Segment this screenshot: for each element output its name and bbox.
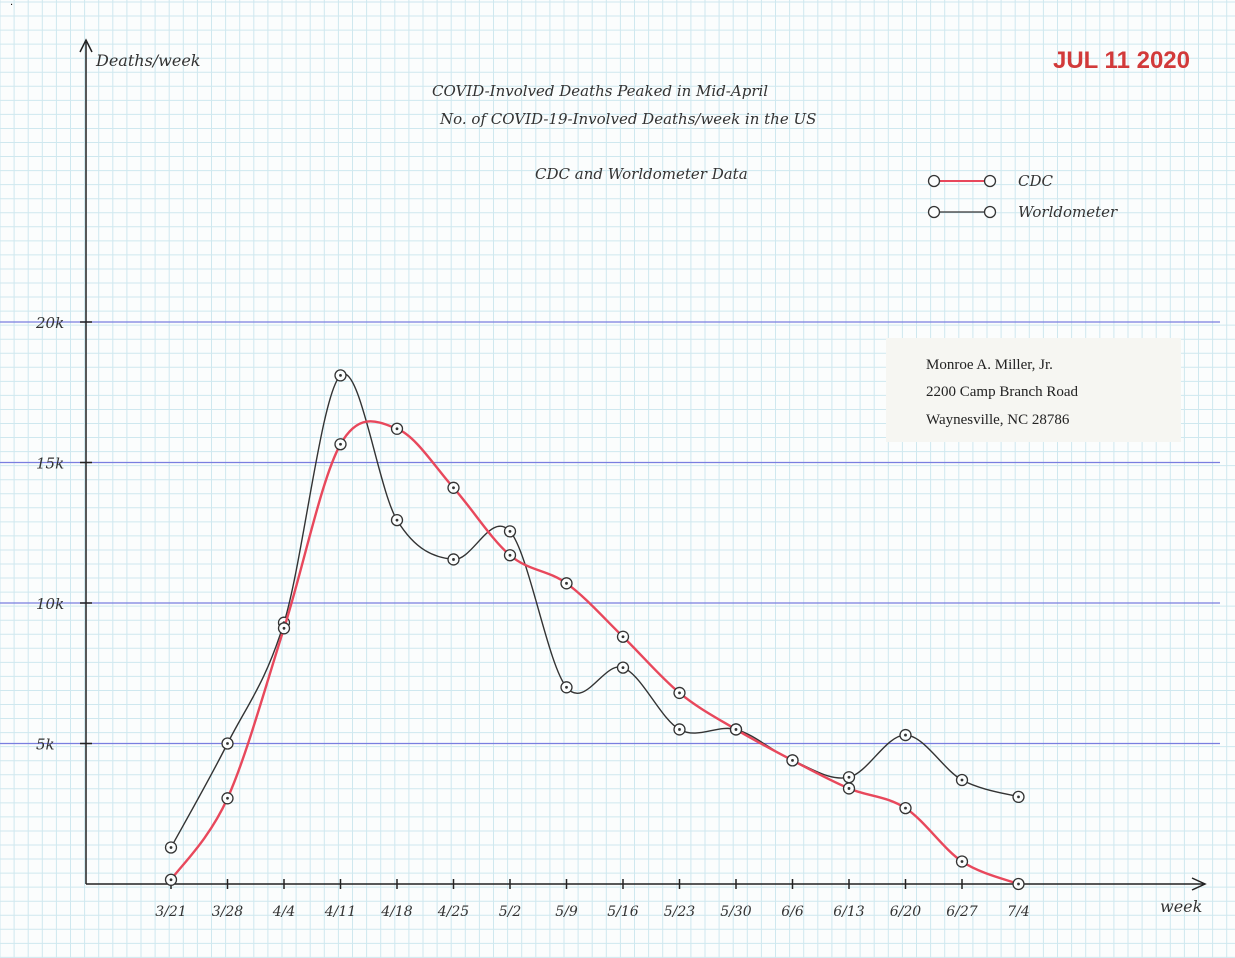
address-label-background — [886, 338, 1181, 442]
data-point-dot-cdc — [621, 635, 625, 639]
data-point-dot-cdc — [508, 553, 512, 557]
x-tick-label: 3/28 — [212, 904, 244, 920]
data-point-dot-cdc — [282, 626, 286, 630]
data-point-dot-worldometer — [904, 733, 907, 737]
data-point-dot-worldometer — [226, 742, 229, 745]
corner-mark: · — [10, 0, 13, 11]
data-point-dot-worldometer — [847, 775, 851, 779]
y-tick-label: 10k — [36, 595, 64, 613]
x-axis-label: week — [1160, 897, 1202, 916]
x-tick-label: 4/25 — [437, 904, 470, 920]
data-point-dot-cdc — [678, 691, 681, 695]
x-tick-label: 7/4 — [1007, 904, 1030, 920]
legend-worldometer-label: Worldometer — [1018, 203, 1118, 221]
y-tick-label: 20k — [35, 314, 64, 332]
y-tick-label: 15k — [36, 455, 64, 473]
x-tick-label: 5/16 — [607, 904, 639, 920]
legend-cdc-marker — [927, 174, 941, 188]
series-line-cdc — [170, 420, 1019, 886]
x-tick-label: 5/23 — [664, 904, 696, 920]
legend-cdc-label: CDC — [1018, 172, 1054, 190]
data-point-dot-worldometer — [169, 846, 173, 849]
y-ticks: 5k 10k 15k 20k — [35, 314, 92, 754]
date-stamp: JUL 11 2020 — [1053, 47, 1190, 74]
series-layer — [164, 369, 1025, 891]
data-point-dot-cdc — [452, 486, 455, 490]
x-ticks: 3/21 3/28 4/4 4/11 4/18 4/25 5/2 5/9 5/16 5/23 5/3… — [155, 879, 1030, 920]
data-point-dot-cdc — [1017, 882, 1020, 886]
data-point-dot-cdc — [791, 758, 794, 762]
x-tick-label: 4/4 — [272, 904, 296, 920]
data-point-dot-cdc — [339, 442, 342, 446]
x-tick-label: 4/18 — [380, 904, 413, 920]
x-tick-label: 6/27 — [946, 904, 978, 920]
series-line-worldometer — [170, 373, 1019, 848]
legend-cdc-marker — [983, 174, 997, 188]
chart-subtitle: No. of COVID-19-Involved Deaths/week in … — [439, 110, 816, 128]
data-point-dot-cdc — [395, 427, 399, 431]
x-tick-label: 5/30 — [720, 904, 752, 920]
address-label: Monroe A. Miller, Jr. 2200 Camp Branch R… — [886, 338, 1181, 442]
source-note: CDC and Worldometer Data — [535, 165, 748, 183]
x-tick-label: 4/11 — [324, 904, 356, 920]
address-city: Waynesville, NC 28786 — [926, 412, 1070, 428]
data-point-dot-worldometer — [339, 373, 342, 377]
major-gridlines — [0, 321, 1220, 745]
x-axis-arrow — [1191, 877, 1207, 891]
data-point-dot-cdc — [565, 581, 568, 585]
data-point-dot-cdc — [734, 728, 738, 731]
data-point-dot-worldometer — [1017, 795, 1020, 799]
x-tick-label: 5/2 — [499, 904, 522, 920]
data-point-dot-worldometer — [452, 558, 455, 561]
data-point-dot-worldometer — [960, 778, 964, 782]
data-point-dot-cdc — [226, 796, 229, 800]
data-point-dot-worldometer — [678, 728, 681, 731]
data-point-dot-cdc — [904, 806, 907, 810]
address-street: 2200 Camp Branch Road — [926, 384, 1079, 400]
chart-title: COVID-Involved Deaths Peaked in Mid-Apri… — [432, 82, 768, 100]
y-axis-arrow — [79, 38, 93, 53]
x-tick-label: 6/6 — [781, 904, 804, 920]
x-tick-label: 3/21 — [155, 904, 186, 920]
legend-worldometer-marker — [983, 205, 997, 219]
data-point-dot-worldometer — [508, 529, 512, 533]
data-point-dot-worldometer — [565, 685, 568, 689]
x-tick-label: 6/13 — [833, 904, 865, 920]
data-point-dot-worldometer — [621, 666, 625, 670]
x-tick-label: 5/9 — [555, 904, 578, 920]
y-axis-label: Deaths/week — [95, 51, 201, 70]
data-point-dot-cdc — [847, 787, 851, 790]
address-name: Monroe A. Miller, Jr. — [926, 357, 1053, 373]
y-tick-label: 5k — [36, 736, 55, 754]
x-tick-label: 6/20 — [890, 904, 922, 920]
data-point-dot-worldometer — [395, 518, 399, 522]
data-point-dot-cdc — [169, 878, 173, 882]
legend-worldometer-marker — [927, 205, 941, 219]
data-point-dot-cdc — [960, 860, 964, 863]
legend: CDC Worldometer — [927, 172, 1118, 221]
